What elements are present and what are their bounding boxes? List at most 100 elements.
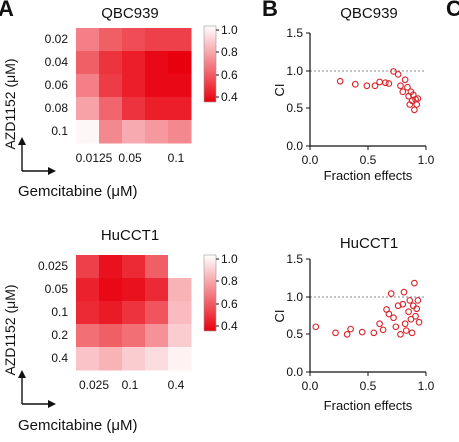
scatter-point — [390, 314, 397, 322]
scatter-point — [409, 302, 417, 310]
y-tick-label: 0.04 — [45, 55, 69, 69]
heatmap-cell — [122, 278, 146, 302]
heatmap-cell — [99, 97, 123, 121]
y-tick-label: 0.0 — [286, 139, 303, 153]
heatmap-cell — [168, 74, 192, 98]
y-axis-label: CI — [272, 310, 287, 323]
scatter-points — [312, 279, 423, 338]
heatmap-cell — [122, 324, 146, 348]
x-tick-label: 0.4 — [168, 378, 185, 392]
y-tick-label: 0.025 — [38, 259, 68, 273]
scatter-point — [400, 288, 408, 296]
heatmap-cell — [122, 97, 146, 121]
y-tick-label: 1.5 — [286, 252, 303, 266]
panel-label-c: C — [446, 0, 459, 21]
ci-scatter-hucct1: HuCCT1 0.0 0.5 1.0 1.5 0.0 0.5 1.0 CI Fr… — [272, 235, 435, 413]
scatter-point — [415, 318, 423, 326]
heatmap-cell — [99, 51, 123, 75]
scatter-point — [399, 88, 407, 96]
scatter-point — [370, 329, 378, 337]
heatmap-cell — [145, 74, 169, 98]
heatmap-cell — [122, 347, 146, 371]
heatmap-cell — [145, 278, 169, 302]
heatmap-cell — [76, 278, 100, 302]
heatmap-cell — [99, 347, 123, 371]
scatter-point — [408, 97, 416, 105]
heatmap-cell — [99, 255, 123, 279]
scatter-point — [399, 300, 407, 308]
scatter-point — [336, 77, 344, 85]
y-tick-label: 0.08 — [45, 101, 69, 115]
x-tick-label: 1.0 — [418, 379, 435, 393]
ci-scatter-qbc939: QBC939 0.0 0.5 1.0 1.5 0.0 0.5 1.0 CI Fr… — [272, 5, 435, 183]
heatmap-cell — [122, 301, 146, 325]
colorbar-tick-label: 0.6 — [221, 68, 238, 82]
heatmap-cell — [168, 347, 192, 371]
x-tick-label: 0.0 — [302, 153, 319, 167]
heatmap-cell — [76, 324, 100, 348]
scatter-point — [382, 79, 389, 87]
y-tick-label: 1.0 — [286, 290, 303, 304]
x-axis-label: Gemcitabine (μM) — [18, 183, 138, 200]
heatmap-cell — [76, 51, 100, 75]
colorbar — [203, 25, 217, 103]
heatmap-cell — [99, 324, 123, 348]
scatter-point — [402, 327, 410, 334]
y-axis-label: CI — [272, 84, 287, 97]
scatter-point — [404, 83, 411, 91]
scatter-point — [414, 95, 422, 102]
heatmap-cell — [168, 255, 192, 279]
colorbar-tick-label: 0.6 — [221, 297, 238, 311]
heatmap-cell — [122, 120, 146, 144]
x-tick-label: 1.0 — [418, 153, 435, 167]
scatter-point — [376, 78, 383, 86]
heatmap-y-ticks: 0.025 0.05 0.1 0.2 0.4 — [38, 259, 68, 365]
heatmap-cells — [76, 28, 192, 144]
heatmap-cell — [76, 301, 100, 325]
heatmap-x-ticks: 0.0125 0.05 0.1 — [76, 151, 185, 165]
heatmap-y-ticks: 0.02 0.04 0.06 0.08 0.1 — [45, 32, 69, 138]
heatmap-cell — [145, 301, 169, 325]
x-tick-label: 0.0 — [302, 379, 319, 393]
scatter-point — [371, 82, 379, 90]
y-tick-label: 0.05 — [45, 282, 69, 296]
x-tick-label: 0.1 — [122, 378, 139, 392]
scatter-point — [379, 326, 387, 334]
heatmap-cell — [76, 28, 100, 52]
scatter-point — [343, 330, 351, 338]
heatmap-cell — [76, 255, 100, 279]
scatter-point — [376, 320, 383, 328]
colorbar-tick-label: 0.8 — [221, 45, 238, 59]
heatmap-cell — [168, 301, 192, 325]
scatter-point — [390, 68, 397, 75]
scatter-point — [411, 279, 418, 287]
scatter-point — [387, 290, 395, 298]
scatter-points — [336, 68, 422, 114]
heatmap-cell — [76, 97, 100, 121]
heatmap-cell — [145, 97, 169, 121]
y-tick-label: 0.02 — [45, 32, 69, 46]
colorbar-tick-label: 0.4 — [221, 319, 238, 333]
scatter-point — [412, 312, 419, 320]
scatter-point — [394, 71, 402, 78]
panel-label-b: B — [262, 0, 278, 21]
heatmap-cell — [145, 255, 169, 279]
scatter-point — [413, 101, 421, 108]
colorbar-tick-label: 1.0 — [221, 252, 238, 266]
heatmap-cell — [168, 51, 192, 75]
heatmap-cell — [122, 74, 146, 98]
scatter-point — [411, 106, 418, 114]
heatmap-cell — [99, 28, 123, 52]
y-tick-label: 0.0 — [286, 365, 303, 379]
heatmap-cells — [76, 255, 192, 371]
scatter-title: QBC939 — [340, 5, 398, 22]
y-axis-label: AZD1152 (μM) — [2, 58, 18, 149]
scatter-point — [397, 82, 404, 90]
heatmap-cell — [99, 120, 123, 144]
scatter-point — [406, 297, 414, 304]
x-axis-label: Fraction effects — [324, 168, 413, 183]
heatmap-qbc939: QBC939 0.02 0.04 0.06 0.08 0.1 0.0125 0.… — [2, 5, 238, 200]
x-tick-label: 0.025 — [79, 378, 109, 392]
heatmap-cell — [99, 278, 123, 302]
y-tick-label: 0.1 — [51, 305, 68, 319]
